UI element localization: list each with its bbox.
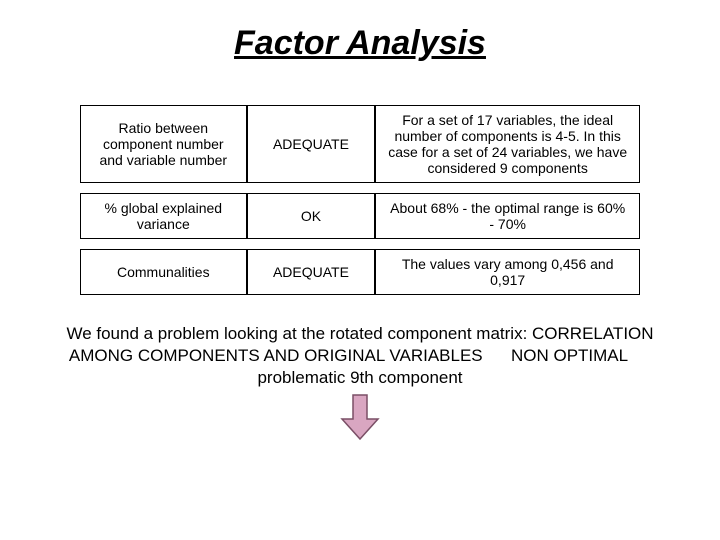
criteria-cell: Ratio between component number and varia… [80,105,247,183]
table-row: % global explained variance OK About 68%… [80,193,640,239]
criteria-cell: % global explained variance [80,193,247,239]
rating-cell: ADEQUATE [247,105,376,183]
slide-title: Factor Analysis [30,24,690,63]
arrow-shape [342,395,378,439]
criteria-table: Ratio between component number and varia… [80,95,640,305]
arrow-container [30,393,690,446]
slide: Factor Analysis Ratio between component … [0,0,720,540]
down-arrow-icon [340,393,380,441]
rating-cell: OK [247,193,376,239]
table-row: Communalities ADEQUATE The values vary a… [80,249,640,295]
explanation-cell: For a set of 17 variables, the ideal num… [375,105,640,183]
criteria-cell: Communalities [80,249,247,295]
explanation-cell: The values vary among 0,456 and 0,917 [375,249,640,295]
rating-cell: ADEQUATE [247,249,376,295]
conclusion-paragraph: We found a problem looking at the rotate… [50,323,670,389]
explanation-cell: About 68% - the optimal range is 60% - 7… [375,193,640,239]
table-row: Ratio between component number and varia… [80,105,640,183]
